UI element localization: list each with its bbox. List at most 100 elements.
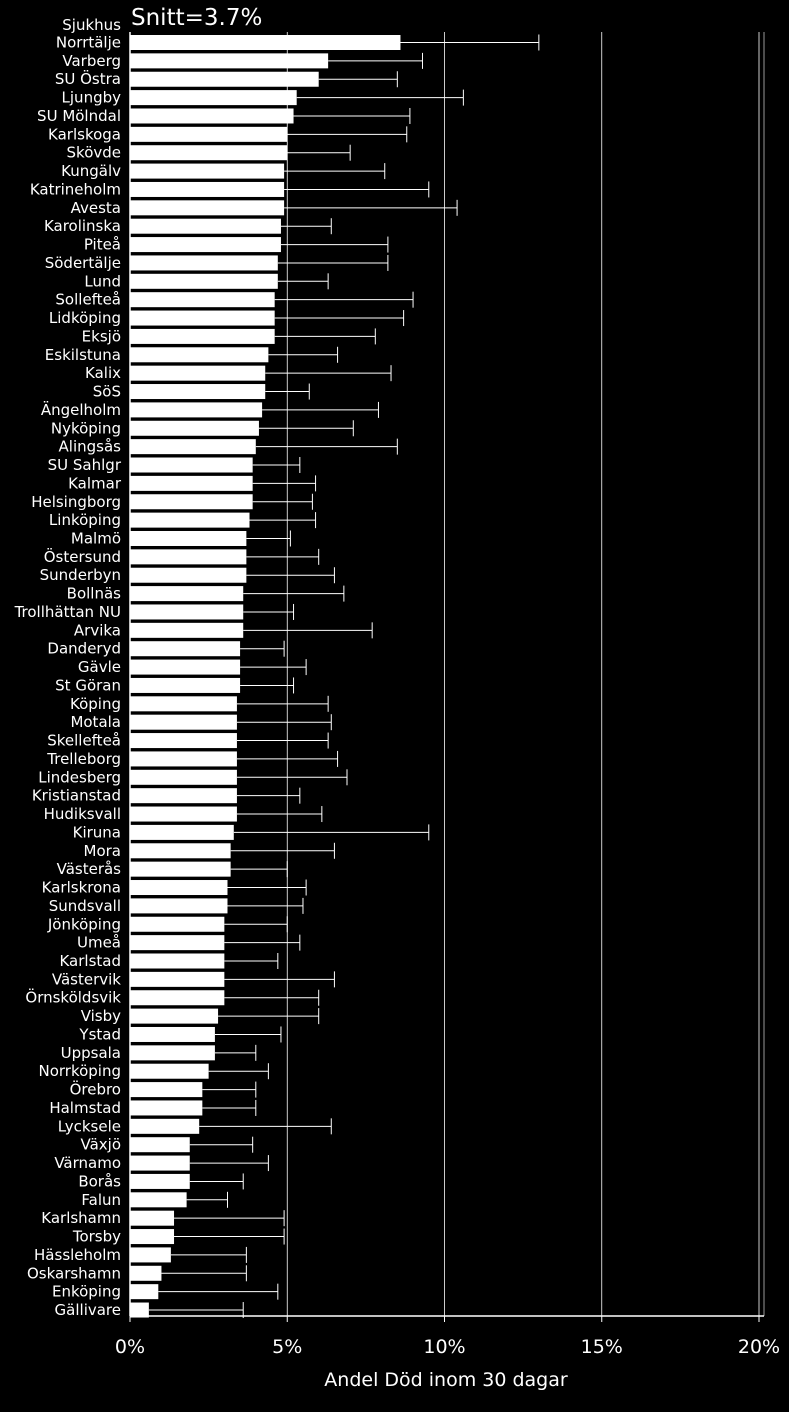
- bar: [130, 1100, 203, 1116]
- bar: [130, 567, 247, 583]
- category-label: Linköping: [49, 511, 121, 529]
- bar: [130, 1173, 190, 1189]
- bar: [130, 788, 237, 804]
- bar: [130, 53, 329, 69]
- category-label: Hudiksvall: [44, 805, 121, 823]
- category-label: Östersund: [44, 547, 121, 566]
- bar: [130, 1137, 190, 1153]
- bar: [130, 714, 237, 730]
- category-label: SU Mölndal: [37, 107, 121, 125]
- bar: [130, 824, 234, 840]
- bar: [130, 328, 275, 344]
- bar: [130, 1247, 171, 1263]
- bar: [130, 145, 288, 161]
- category-label: Torsby: [72, 1228, 121, 1246]
- category-label: Kalix: [85, 364, 121, 382]
- bar: [130, 237, 281, 253]
- bar: [130, 35, 401, 50]
- bar: [130, 935, 225, 951]
- error-bars: [148, 34, 540, 1319]
- category-label: Piteå: [84, 236, 121, 254]
- bar: [130, 273, 278, 289]
- category-label: Sundsvall: [49, 897, 121, 915]
- bar: [130, 310, 275, 326]
- bar: [130, 200, 285, 216]
- bar: [130, 898, 228, 914]
- bar: [130, 751, 237, 767]
- category-label: Ängelholm: [41, 400, 121, 419]
- tick-label: 10%: [423, 1336, 465, 1358]
- bar: [130, 622, 244, 638]
- gridlines: [286, 32, 765, 1316]
- category-label: Helsingborg: [31, 493, 121, 511]
- category-label: Västerås: [57, 860, 122, 878]
- category-label: Oskarshamn: [27, 1264, 121, 1282]
- category-label: Ljungby: [62, 89, 122, 107]
- category-label: Norrtälje: [56, 34, 121, 52]
- category-label: Uppsala: [61, 1044, 121, 1062]
- category-label: Mora: [84, 842, 121, 860]
- category-label: Enköping: [52, 1283, 121, 1301]
- category-label: St Göran: [55, 676, 121, 694]
- bar: [130, 347, 269, 363]
- bar: [130, 880, 228, 896]
- category-label: Katrineholm: [30, 180, 121, 198]
- bar: [130, 365, 266, 381]
- category-label: SU Sahlgr: [48, 456, 122, 474]
- bar: [130, 990, 225, 1006]
- bar: [130, 1008, 219, 1024]
- category-label: Trelleborg: [46, 750, 121, 768]
- category-label: Karlskoga: [48, 125, 121, 143]
- category-label: Sollefteå: [55, 291, 121, 309]
- bar: [130, 1302, 149, 1318]
- category-label: Karlshamn: [41, 1209, 121, 1227]
- category-label: Falun: [81, 1191, 121, 1209]
- category-label: Ystad: [78, 1025, 121, 1043]
- bar: [130, 181, 285, 197]
- bar: [130, 90, 297, 106]
- bar: [130, 530, 247, 546]
- category-label: Norrköping: [38, 1062, 121, 1080]
- bar: [130, 659, 241, 675]
- category-label: Jönköping: [47, 915, 121, 933]
- category-label: Lycksele: [58, 1117, 121, 1135]
- category-label: Trollhättan NU: [14, 603, 121, 621]
- bar: [130, 1192, 187, 1208]
- category-label: Avesta: [71, 199, 121, 217]
- bar: [130, 126, 288, 142]
- bar: [130, 1210, 175, 1226]
- tick-label: 15%: [581, 1336, 623, 1358]
- bar: [130, 806, 237, 822]
- bar: [130, 1155, 190, 1171]
- bar: [130, 420, 259, 436]
- bar: [130, 549, 247, 565]
- category-label: Eksjö: [82, 327, 121, 345]
- bar: [130, 696, 237, 712]
- bar: [130, 402, 263, 418]
- category-label: Örebro: [70, 1080, 121, 1099]
- bar: [130, 953, 225, 969]
- bar: [130, 604, 244, 620]
- category-label: Kiruna: [73, 823, 121, 841]
- category-label: Lund: [84, 272, 121, 290]
- category-label: Köping: [70, 695, 121, 713]
- category-label: Kungälv: [61, 162, 121, 180]
- x-axis-label: Andel Död inom 30 dagar: [324, 1369, 568, 1391]
- category-label: Kalmar: [68, 474, 122, 492]
- category-label: Skövde: [67, 144, 121, 162]
- category-label: Lindesberg: [38, 768, 121, 786]
- bar: [130, 1063, 209, 1079]
- bar: [130, 1118, 200, 1134]
- bar: [130, 494, 253, 510]
- category-label: Motala: [70, 713, 121, 731]
- bars: [130, 35, 401, 1318]
- category-label: Växjö: [80, 1136, 121, 1154]
- category-label: Visby: [81, 1007, 121, 1025]
- bar: [130, 916, 225, 932]
- bar: [130, 384, 266, 400]
- bar: [130, 586, 244, 602]
- tick-label: 20%: [738, 1336, 780, 1358]
- category-label: Värnamo: [54, 1154, 121, 1172]
- category-label: Eskilstuna: [45, 346, 121, 364]
